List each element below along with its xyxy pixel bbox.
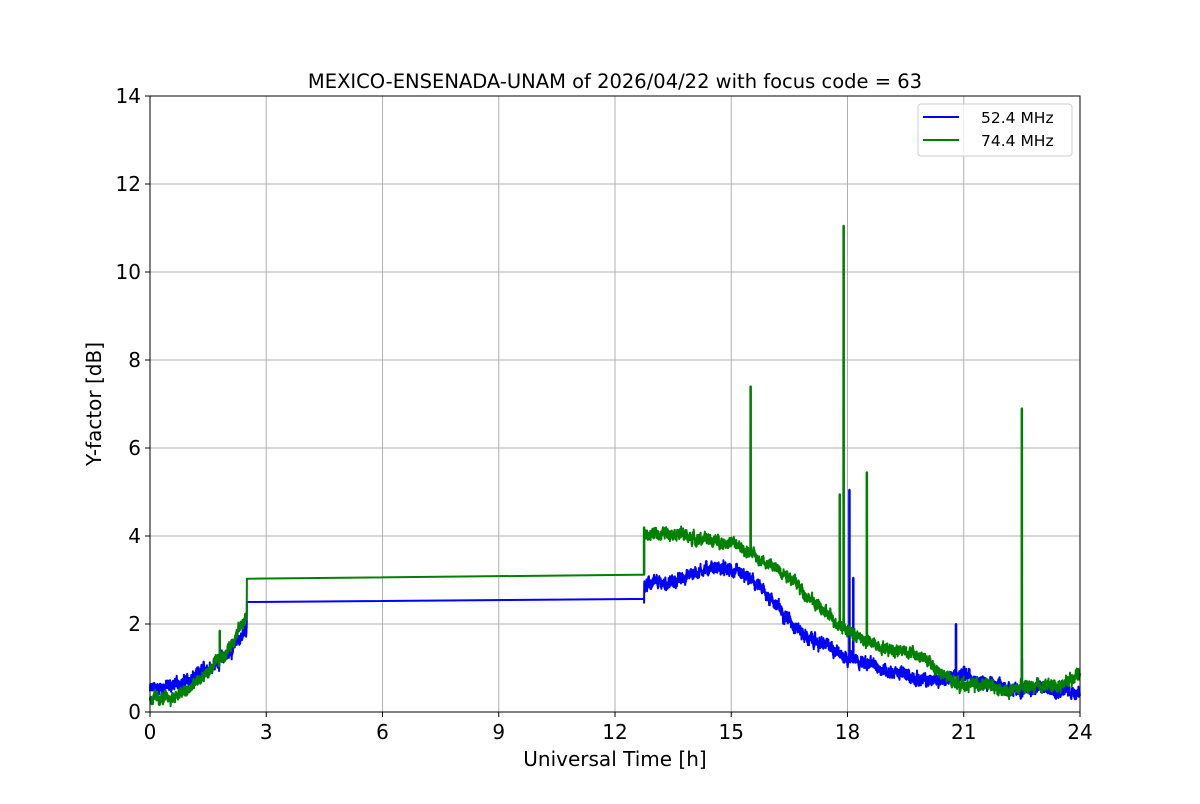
y-tick-label: 14 xyxy=(116,84,141,108)
series-line-1 xyxy=(149,224,1081,708)
x-tick-label: 24 xyxy=(1067,720,1092,744)
x-axis-label: Universal Time [h] xyxy=(523,747,706,771)
grid xyxy=(149,95,1081,713)
x-tick-label: 3 xyxy=(260,720,273,744)
x-tick-label: 15 xyxy=(719,720,744,744)
y-tick-label: 12 xyxy=(116,172,141,196)
y-tick-label: 8 xyxy=(128,348,141,372)
x-tick-label: 12 xyxy=(602,720,627,744)
y-tick-label: 2 xyxy=(128,612,141,636)
y-tick-label: 0 xyxy=(128,700,141,724)
x-tick-label: 0 xyxy=(144,720,157,744)
x-tick-label: 18 xyxy=(835,720,860,744)
y-tick-label: 10 xyxy=(116,260,141,284)
chart-title: MEXICO-ENSENADA-UNAM of 2026/04/22 with … xyxy=(308,70,922,93)
legend-label-0: 52.4 MHz xyxy=(981,109,1054,127)
y-tick-label: 4 xyxy=(128,524,141,548)
x-tick-label: 21 xyxy=(951,720,976,744)
series-lines xyxy=(149,224,1081,708)
legend: 52.4 MHz 74.4 MHz xyxy=(917,103,1073,157)
legend-label-1: 74.4 MHz xyxy=(981,132,1054,150)
y-tick-label: 6 xyxy=(128,436,141,460)
x-tick-label: 6 xyxy=(376,720,389,744)
x-tick-label: 9 xyxy=(492,720,505,744)
y-axis-label: Y-factor [dB] xyxy=(82,342,106,467)
